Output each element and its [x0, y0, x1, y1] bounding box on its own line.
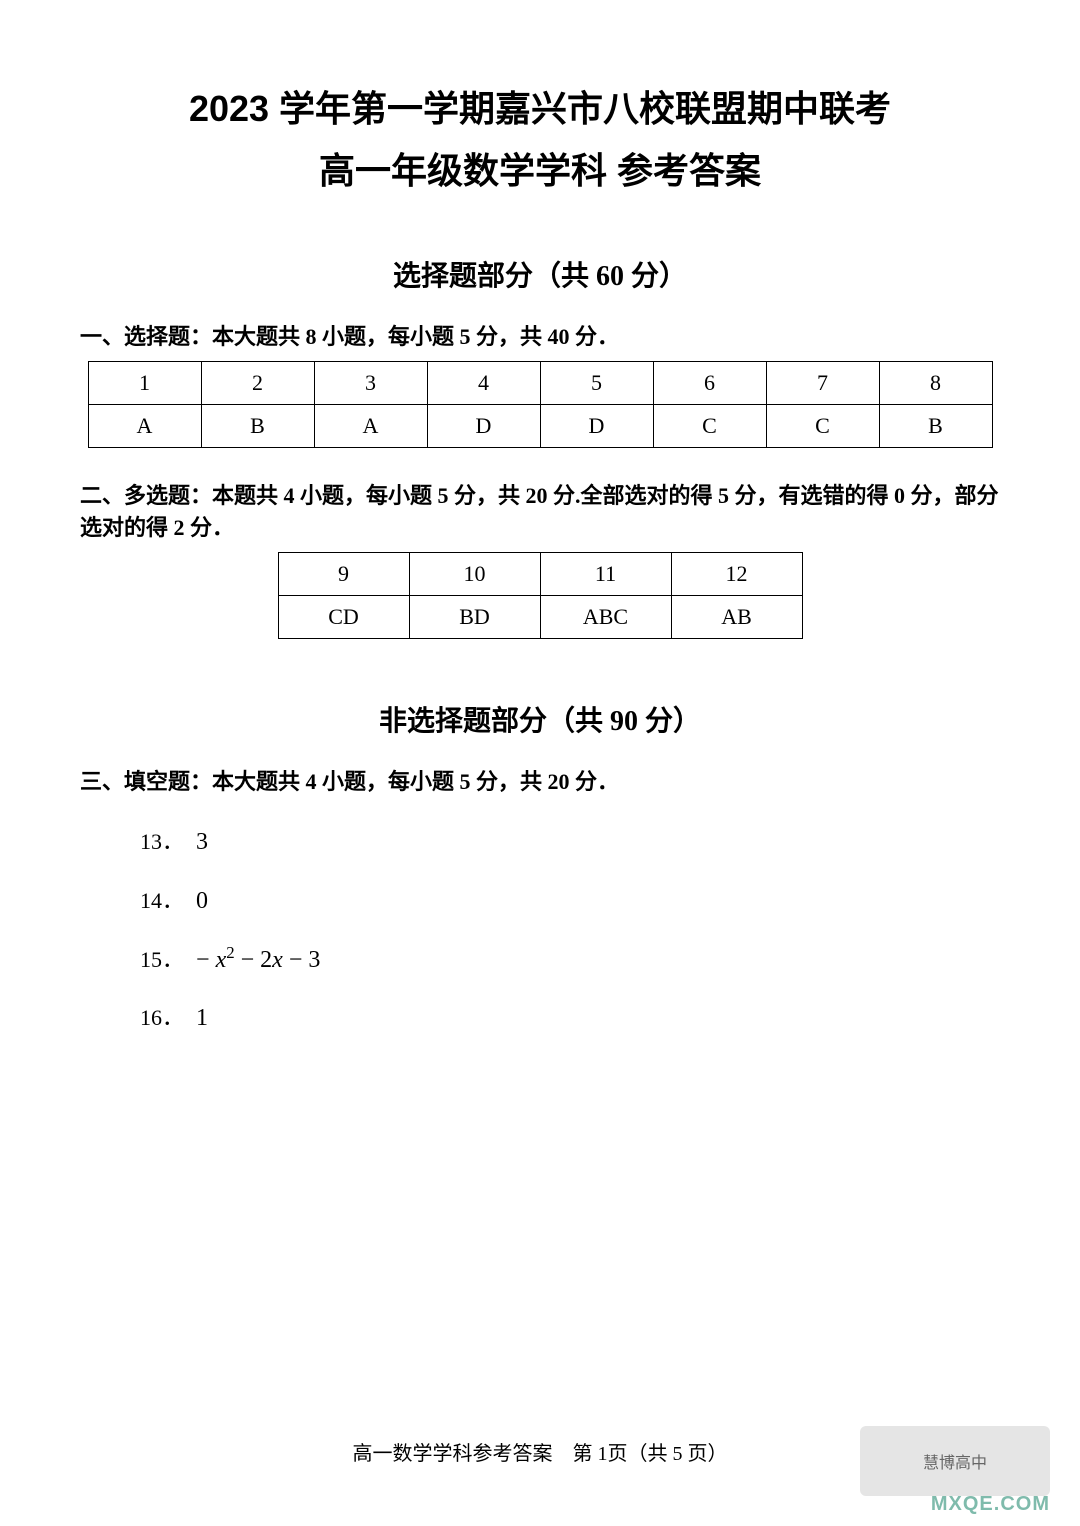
watermark-box: 慧博高中: [860, 1426, 1050, 1496]
mc-section-heading: 选择题部分（共 60 分）: [80, 254, 1000, 294]
title-line-1: 2023 学年第一学期嘉兴市八校联盟期中联考: [80, 80, 1000, 132]
sc-ans: A: [88, 405, 201, 448]
multi-choice-table: 9 10 11 12 CD BD ABC AB: [278, 552, 803, 639]
mc-num: 12: [671, 553, 802, 596]
fill-num: 15．: [140, 947, 184, 972]
single-choice-table: 1 2 3 4 5 6 7 8 A B A D D C C B: [88, 361, 993, 448]
mc-num: 10: [409, 553, 540, 596]
mc-ans: AB: [671, 596, 802, 639]
fill-ans: 3: [196, 829, 208, 855]
sc-num: 2: [201, 362, 314, 405]
fill-num: 13．: [140, 829, 184, 854]
fill-item: 14． 0: [140, 875, 1000, 928]
fill-item: 13． 3: [140, 816, 1000, 869]
mc-ans: CD: [278, 596, 409, 639]
title-line-2: 高一年级数学学科 参考答案: [80, 142, 1000, 194]
fill-num: 16．: [140, 1005, 184, 1030]
sc-ans: D: [540, 405, 653, 448]
sc-num: 5: [540, 362, 653, 405]
sc-ans: A: [314, 405, 427, 448]
nonmc-section-heading: 非选择题部分（共 90 分）: [80, 699, 1000, 739]
sc-num: 8: [879, 362, 992, 405]
sc-ans: D: [427, 405, 540, 448]
fill-num: 14．: [140, 888, 184, 913]
fill-ans: 0: [196, 888, 208, 914]
watermark-small-text: 慧博高中: [923, 1449, 987, 1473]
sc-ans: B: [879, 405, 992, 448]
sc-num: 1: [88, 362, 201, 405]
sc-num: 3: [314, 362, 427, 405]
fill-item: 16． 1: [140, 992, 1000, 1045]
sc-ans: C: [766, 405, 879, 448]
fill-blank-list: 13． 3 14． 0 15． − x2 − 2x − 3 16． 1: [140, 816, 1000, 1045]
mc-ans: ABC: [540, 596, 671, 639]
watermark-domain: MXQE.COM: [931, 1493, 1050, 1516]
fill-blank-instruction: 三、填空题：本大题共 4 小题，每小题 5 分，共 20 分．: [80, 764, 1000, 796]
sc-num: 6: [653, 362, 766, 405]
fill-ans: − x2 − 2x − 3: [196, 947, 320, 973]
sc-num: 4: [427, 362, 540, 405]
mc-num: 9: [278, 553, 409, 596]
multi-choice-instruction: 二、多选题：本题共 4 小题，每小题 5 分，共 20 分.全部选对的得 5 分…: [80, 478, 1000, 542]
single-choice-instruction: 一、选择题：本大题共 8 小题，每小题 5 分，共 40 分．: [80, 319, 1000, 351]
mc-num: 11: [540, 553, 671, 596]
mc-ans: BD: [409, 596, 540, 639]
sc-ans: B: [201, 405, 314, 448]
sc-num: 7: [766, 362, 879, 405]
sc-ans: C: [653, 405, 766, 448]
fill-item: 15． − x2 − 2x − 3: [140, 934, 1000, 987]
fill-ans: 1: [196, 1005, 208, 1031]
